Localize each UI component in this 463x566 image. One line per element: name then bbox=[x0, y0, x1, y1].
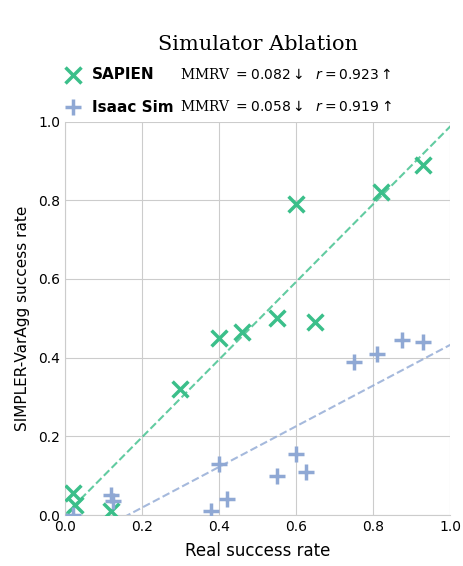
Point bbox=[107, 507, 115, 516]
Point bbox=[223, 495, 230, 504]
Point bbox=[71, 501, 78, 510]
Text: MMRV $= 0.058\downarrow$  $r = 0.919\uparrow$: MMRV $= 0.058\downarrow$ $r = 0.919\upar… bbox=[180, 100, 392, 114]
Point bbox=[215, 333, 222, 342]
Point bbox=[419, 337, 426, 346]
Point bbox=[397, 336, 405, 345]
Point bbox=[292, 200, 299, 209]
Point bbox=[207, 507, 214, 516]
Point bbox=[292, 449, 299, 458]
Point bbox=[69, 511, 76, 520]
Point bbox=[238, 328, 245, 337]
Point bbox=[109, 497, 117, 506]
Point bbox=[350, 357, 357, 366]
Text: MMRV $= 0.082\downarrow$  $r = 0.923\uparrow$: MMRV $= 0.082\downarrow$ $r = 0.923\upar… bbox=[180, 68, 391, 82]
Text: SAPIEN: SAPIEN bbox=[92, 67, 154, 83]
Y-axis label: SIMPLER-VarAgg success rate: SIMPLER-VarAgg success rate bbox=[15, 205, 30, 431]
Point bbox=[301, 468, 309, 477]
Point bbox=[376, 188, 384, 197]
Point bbox=[69, 489, 76, 498]
Point bbox=[273, 471, 280, 480]
Point bbox=[372, 349, 380, 358]
Point bbox=[107, 491, 115, 500]
Point bbox=[311, 318, 319, 327]
Point bbox=[273, 314, 280, 323]
X-axis label: Real success rate: Real success rate bbox=[184, 542, 330, 560]
Point bbox=[215, 460, 222, 469]
Point bbox=[176, 385, 184, 394]
Text: Isaac Sim: Isaac Sim bbox=[92, 100, 173, 115]
Text: Simulator Ablation: Simulator Ablation bbox=[157, 35, 357, 54]
Point bbox=[419, 160, 426, 169]
